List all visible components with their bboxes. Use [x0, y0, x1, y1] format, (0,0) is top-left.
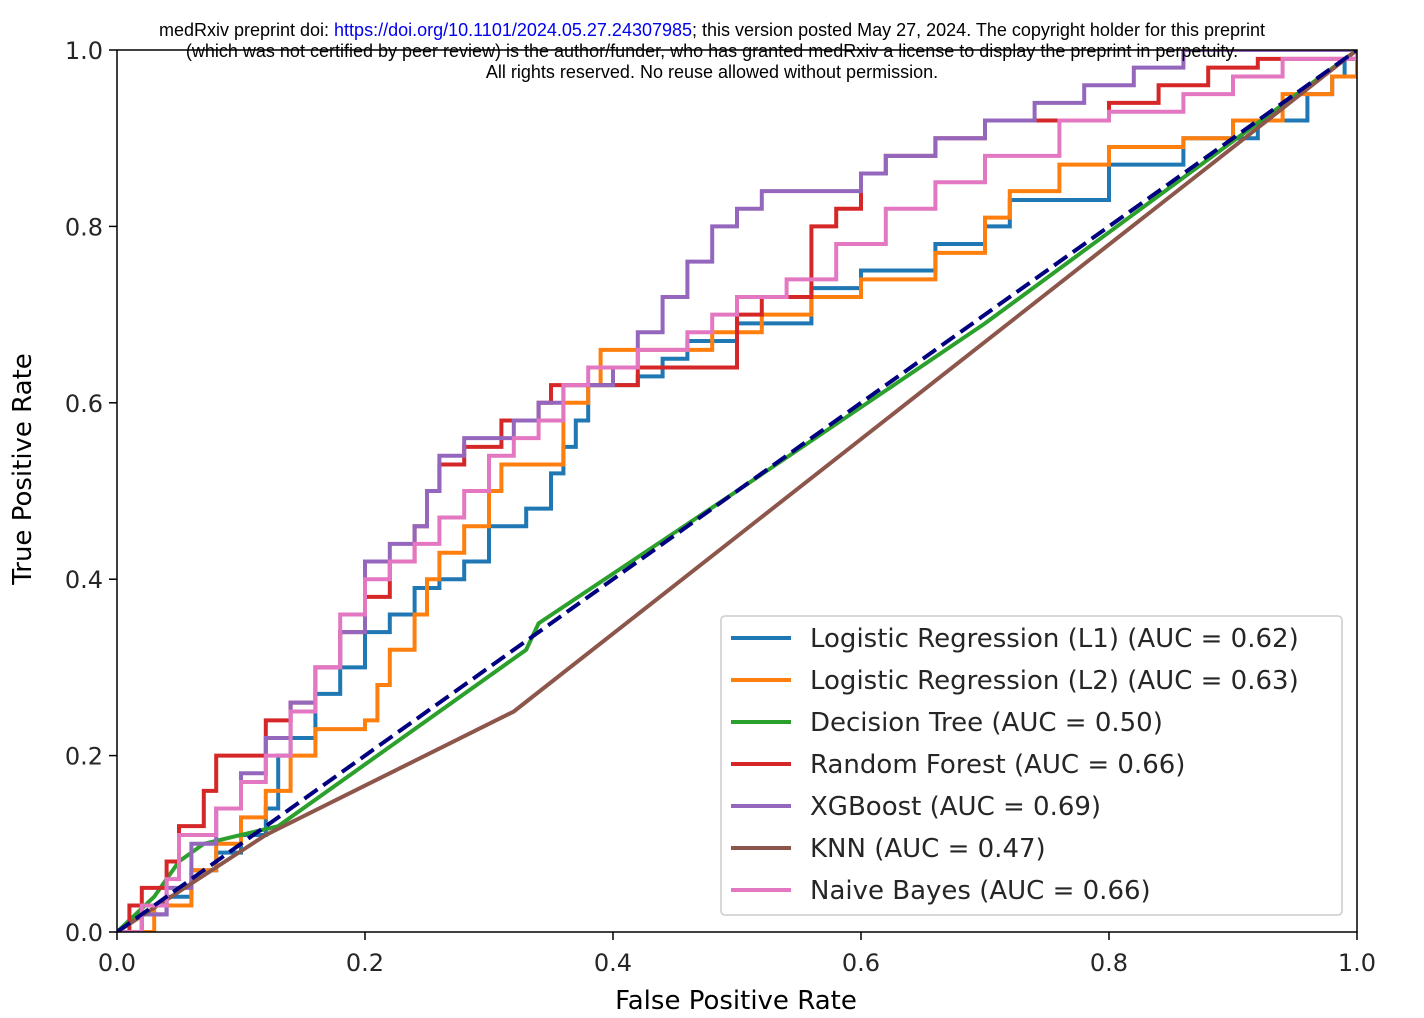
legend-box	[720, 615, 1343, 916]
legend-label-xgboost: XGBoost (AUC = 0.69)	[810, 792, 1101, 822]
series-line-decision-tree	[117, 50, 1357, 932]
x-tick-label: 0.0	[98, 949, 136, 977]
plot-area	[117, 50, 1357, 932]
axis-ticks: 0.0 0.2 0.4 0.6 0.8 1.0 0.0 0.2 0.4 0.6 0.8 1.0	[65, 37, 1376, 977]
legend-label-decision-tree: Decision Tree (AUC = 0.50)	[810, 708, 1163, 738]
y-tick-label: 1.0	[65, 37, 103, 65]
preprint-notice-prefix: medRxiv preprint doi:	[158, 20, 335, 40]
legend-label-logistic-regression: Logistic Regression (L2) (AUC = 0.63)	[810, 666, 1299, 696]
preprint-notice-suffix: ; this version posted May 27, 2024. The …	[692, 20, 1266, 40]
x-tick-label: 0.6	[842, 949, 880, 977]
y-tick-label: 0.2	[65, 743, 103, 771]
preprint-license-line: (which was not certified by peer review)…	[185, 41, 1239, 61]
preprint-notice: medRxiv preprint doi: https://doi.org/10…	[0, 20, 1424, 41]
y-tick-label: 0.6	[65, 390, 103, 418]
doi-link[interactable]: https://doi.org/10.1101/2024.05.27.24307…	[334, 20, 693, 40]
reference-diagonal-line	[117, 50, 1357, 932]
x-axis-label: False Positive Rate	[615, 986, 857, 1016]
x-tick-label: 0.8	[1090, 949, 1128, 977]
x-tick-label: 0.2	[346, 949, 384, 977]
y-tick-label: 0.8	[65, 213, 103, 241]
y-tick-label: 0.4	[65, 566, 103, 594]
x-tick-label: 0.4	[594, 949, 632, 977]
series-line-naive-bayes	[117, 50, 1357, 932]
legend-label-knn: KNN (AUC = 0.47)	[810, 834, 1046, 864]
preprint-rights-line: All rights reserved. No reuse allowed wi…	[485, 62, 939, 82]
x-tick-label: 1.0	[1338, 949, 1376, 977]
axes-frame	[116, 49, 1358, 933]
legend-label-random-forest: Random Forest (AUC = 0.66)	[810, 750, 1185, 780]
legend: Logistic Regression (L1) (AUC = 0.62) Log…	[720, 615, 1343, 916]
legend-label-naive-bayes: Naive Bayes (AUC = 0.66)	[810, 876, 1151, 906]
series-line-knn	[117, 50, 1357, 932]
legend-label-logistic-regression: Logistic Regression (L1) (AUC = 0.62)	[810, 624, 1299, 654]
y-axis-label: True Positive Rate	[8, 353, 38, 586]
y-tick-label: 0.0	[65, 919, 103, 947]
series-line-logistic-regression	[117, 50, 1357, 932]
series-line-logistic-regression	[117, 50, 1357, 932]
